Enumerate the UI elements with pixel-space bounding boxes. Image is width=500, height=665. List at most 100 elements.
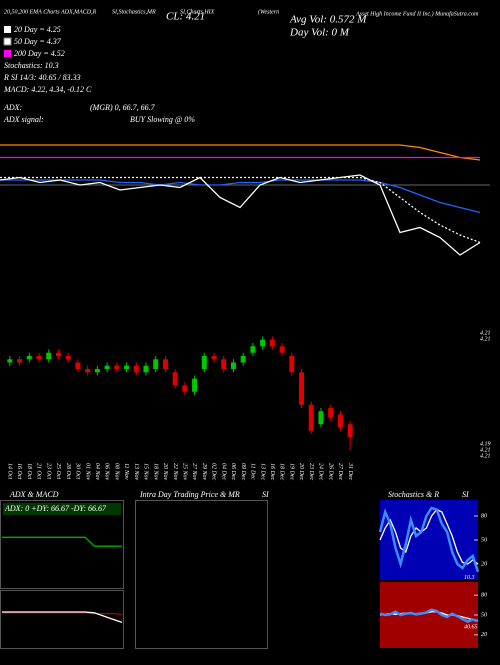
x-tick-label: 27 Nov (191, 463, 197, 481)
candle-body (337, 414, 343, 428)
candle-body (347, 424, 353, 438)
y-tick-label: 80 (481, 593, 487, 599)
panel-background (380, 582, 478, 648)
candle-body (7, 359, 13, 363)
candle-body (299, 372, 305, 405)
candle-body (240, 356, 246, 363)
candle-body (182, 385, 188, 392)
price-label: 4.21 (480, 329, 491, 336)
candle-body (124, 365, 130, 369)
legend-swatch (4, 50, 11, 57)
x-tick-label: 02 Dec (211, 463, 217, 480)
candle-body (269, 339, 275, 347)
x-tick-label: 01 Nov (84, 463, 90, 481)
x-tick-label: 20 Nov (162, 463, 168, 481)
indicator-text: MACD: 4.22, 4.34, -0.12 C (3, 85, 92, 94)
header-text: SI,Charts HIX (180, 9, 215, 15)
x-tick-label: 30 Oct (75, 462, 81, 479)
candle-body (75, 362, 81, 369)
header-text: (Western (258, 8, 279, 15)
x-tick-label: 29 Nov (201, 463, 207, 481)
series-line (2, 611, 123, 624)
annotation-box (3, 503, 121, 515)
x-tick-label: 23 Dec (308, 463, 314, 480)
legend-swatch (3, 37, 12, 46)
x-tick-label: 16 Dec (269, 463, 275, 480)
day-volume: Day Vol: 0 M (289, 27, 350, 39)
candle-body (46, 352, 52, 360)
series-line (0, 144, 481, 161)
candle-body (328, 408, 334, 418)
series-line (379, 608, 479, 623)
indicator-text: BUY Slowing @ 0% (130, 115, 195, 124)
x-tick-label: 19 Dec (288, 463, 294, 480)
panel-title: SI (462, 490, 469, 499)
price-label: 4.21 (480, 335, 491, 342)
x-tick-label: 06 Dec (230, 463, 236, 480)
candle-body (201, 356, 207, 369)
candle-body (36, 356, 42, 360)
panel-title: ADX & MACD (9, 490, 59, 499)
candle-body (172, 372, 178, 386)
x-tick-label: 14 Oct (6, 463, 13, 479)
panel-title: SI (262, 490, 269, 499)
x-tick-label: 04 Dec (220, 463, 227, 480)
candle-body (26, 356, 32, 360)
x-tick-label: 20 Dec (298, 463, 304, 480)
x-tick-label: 18 Oct (26, 463, 32, 479)
candle-body (308, 404, 314, 431)
series-line (378, 506, 480, 573)
annotation: ADX: 0 +DY: 66.67 -DY: 66.67 (4, 504, 107, 513)
intraday-panel (135, 500, 268, 649)
x-tick-label: 06 Nov (104, 463, 110, 481)
candle-body (250, 346, 256, 353)
legend-entry: 200 Day = 4.52 (14, 49, 65, 58)
candle-body (65, 356, 71, 360)
x-tick-label: 28 Oct (65, 463, 71, 479)
candle-body (153, 359, 159, 369)
x-tick-label: 08 Nov (113, 463, 119, 481)
x-tick-label: 18 Dec (279, 463, 285, 480)
x-tick-label: 27 Dec (337, 463, 343, 480)
panel-title: Intra Day Trading Price & MR (139, 490, 240, 499)
candle-body (17, 359, 23, 363)
x-tick-label: 11 Nov (123, 463, 129, 480)
series-line (379, 508, 479, 565)
x-tick-label: 24 Dec (318, 463, 325, 480)
y-tick-label: 50 (481, 612, 487, 618)
candle-body (85, 369, 91, 373)
candle-body (289, 356, 295, 373)
series-line (2, 536, 122, 547)
x-tick-label: 22 Nov (172, 463, 178, 481)
candle-body (104, 365, 110, 369)
indicator-text: ADX: (3, 103, 23, 112)
x-tick-label: 15 Nov (143, 463, 149, 481)
indicator-text: (MGR) 0, 66.7, 66.7 (90, 103, 156, 112)
x-tick-label: 31 Dec (347, 462, 353, 480)
price-label: 4.19 (480, 440, 491, 447)
series-line (0, 174, 481, 256)
x-tick-label: 26 Dec (327, 463, 333, 480)
legend-entry: 50 Day = 4.37 (14, 37, 62, 46)
x-tick-label: 11 Dec (250, 463, 256, 480)
candle-body (279, 346, 285, 353)
series-line (2, 612, 123, 616)
candle-body (55, 352, 61, 356)
close-price: CL: 4.21 (166, 11, 205, 23)
indicator-text: ADX signal: (3, 115, 44, 124)
x-tick-label: 23 Oct (45, 463, 51, 479)
price-label: 4.21 (480, 452, 491, 459)
candle-body (143, 365, 149, 373)
x-tick-label: 25 Oct (55, 463, 61, 479)
x-tick-label: 25 Nov (181, 463, 187, 481)
last-value-label: 40.65 (464, 624, 478, 631)
panel-frame (0, 590, 124, 649)
x-tick-label: 13 Nov (133, 463, 139, 481)
panel-frame (0, 500, 124, 589)
series-line (0, 176, 481, 244)
candle-body (162, 359, 168, 369)
legend-swatch (4, 26, 11, 33)
company-name: Asset High Income Fund II Inc.) MunafaSu… (355, 10, 479, 17)
